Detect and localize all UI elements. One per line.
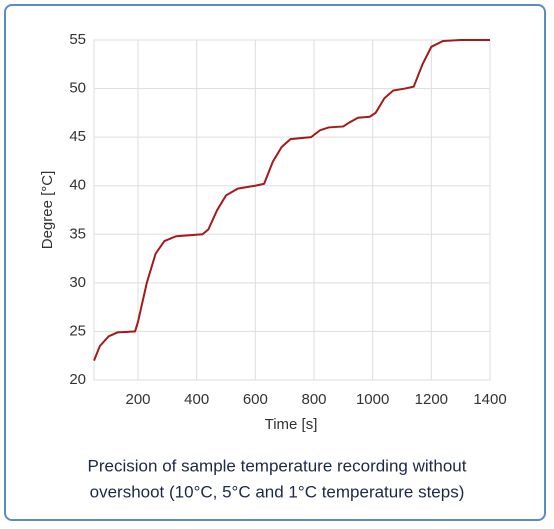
y-tick-label: 20 (69, 371, 86, 388)
y-tick-label: 45 (69, 128, 86, 145)
x-tick-label: 600 (243, 391, 268, 408)
x-axis-label: Time [s] (265, 416, 318, 433)
x-tick-label: 400 (184, 391, 209, 408)
x-tick-label: 1200 (415, 391, 448, 408)
x-tick-label: 200 (125, 391, 150, 408)
y-tick-label: 30 (69, 274, 86, 291)
data-line (93, 39, 490, 361)
y-tick-label: 25 (69, 322, 86, 339)
x-tick-label: 1400 (473, 391, 506, 408)
frame (4, 4, 546, 521)
y-axis-label: Degree [°C] (39, 171, 56, 250)
x-tick-label: 1000 (356, 391, 389, 408)
plot-area (93, 39, 491, 381)
y-tick-label: 35 (69, 225, 86, 242)
y-tick-label: 40 (69, 177, 86, 194)
caption-line: overshoot (10°C, 5°C and 1°C temperature… (90, 482, 465, 501)
y-tick-label: 55 (69, 31, 86, 48)
y-tick-label: 50 (69, 80, 86, 97)
caption-line: Precision of sample temperature recordin… (88, 456, 467, 475)
x-tick-label: 800 (301, 391, 326, 408)
